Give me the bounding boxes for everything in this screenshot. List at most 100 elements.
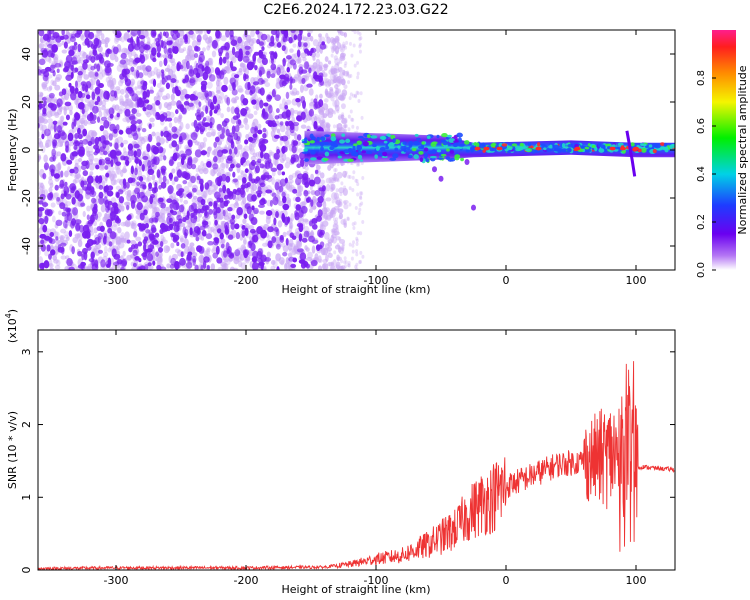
signal-dot	[159, 240, 164, 248]
noise-dot	[288, 248, 295, 253]
signal-dot	[257, 129, 263, 135]
signal-dot	[125, 181, 130, 189]
noise-dot	[105, 213, 112, 219]
noise-dot	[355, 236, 359, 241]
signal-dot	[166, 132, 172, 142]
signal-dot	[153, 186, 159, 193]
noise-dot	[290, 213, 295, 222]
signal-dot	[200, 111, 205, 118]
band-blob	[436, 134, 440, 139]
noise-dot	[133, 103, 138, 108]
signal-dot	[281, 191, 286, 198]
noise-dot	[108, 267, 114, 270]
signal-dot	[300, 111, 306, 120]
signal-dot	[256, 250, 263, 260]
noise-dot	[121, 205, 125, 212]
noise-dot	[210, 66, 215, 74]
noise-dot	[170, 64, 177, 73]
noise-dot	[335, 124, 339, 129]
noise-dot	[323, 207, 331, 213]
band-blob	[420, 144, 425, 150]
signal-dot	[168, 159, 174, 167]
signal-dot	[201, 229, 207, 237]
noise-dot	[333, 110, 337, 115]
signal-dot	[54, 184, 59, 191]
noise-dot	[96, 30, 101, 34]
signal-dot	[275, 30, 280, 39]
noise-dot	[46, 228, 52, 233]
noise-dot	[205, 115, 210, 122]
noise-dot	[215, 89, 221, 94]
signal-dot	[252, 256, 259, 263]
signal-dot	[253, 51, 260, 56]
signal-dot	[66, 208, 71, 217]
signal-dot	[314, 101, 322, 109]
streak-dot	[240, 184, 245, 190]
noise-dot	[338, 236, 342, 241]
signal-dot	[256, 226, 264, 235]
colorbar-tick-label: 0.4	[696, 166, 707, 182]
noise-dot	[135, 236, 142, 242]
signal-dot	[117, 189, 124, 195]
noise-dot	[336, 127, 340, 132]
signal-dot	[216, 123, 223, 132]
noise-dot	[126, 189, 132, 198]
signal-dot	[248, 240, 253, 249]
noise-dot	[295, 191, 302, 197]
signal-dot	[38, 200, 44, 205]
streak-dot	[168, 223, 174, 229]
noise-dot	[74, 172, 81, 179]
noise-dot	[178, 48, 185, 54]
signal-dot	[222, 56, 227, 64]
signal-dot	[292, 257, 298, 263]
noise-dot	[318, 61, 323, 69]
signal-dot	[301, 77, 306, 85]
noise-dot	[327, 108, 334, 113]
signal-dot	[270, 58, 275, 64]
signal-dot	[51, 148, 56, 157]
band-blob	[394, 147, 399, 151]
noise-dot	[351, 124, 355, 129]
noise-dot	[171, 73, 177, 79]
noise-dot	[334, 104, 338, 109]
band-blob	[411, 147, 417, 152]
signal-dot	[160, 165, 167, 172]
signal-dot	[281, 145, 286, 154]
signal-dot	[152, 260, 156, 266]
band-blob	[353, 143, 358, 146]
noise-dot	[242, 196, 247, 205]
signal-dot	[90, 251, 96, 259]
noise-dot	[137, 170, 143, 178]
noise-dot	[160, 208, 166, 216]
noise-dot	[176, 183, 182, 189]
signal-dot	[148, 217, 154, 224]
noise-dot	[302, 36, 308, 42]
noise-dot	[351, 243, 355, 248]
noise-dot	[332, 228, 336, 233]
band-blob	[460, 157, 465, 162]
band-blob	[407, 154, 413, 159]
noise-dot	[361, 175, 365, 180]
noise-dot	[197, 213, 202, 218]
noise-dot	[98, 165, 105, 171]
signal-dot	[290, 263, 297, 269]
noise-dot	[250, 155, 257, 161]
noise-dot	[285, 129, 289, 138]
signal-dot	[183, 101, 190, 106]
signal-dot	[248, 136, 254, 142]
signal-dot	[274, 181, 280, 191]
noise-dot	[45, 56, 52, 62]
noise-dot	[145, 53, 150, 60]
noise-dot	[234, 197, 239, 203]
noise-dot	[280, 242, 286, 248]
band-blob	[381, 155, 388, 159]
signal-dot	[131, 108, 138, 115]
noise-dot	[330, 234, 334, 244]
signal-dot	[60, 170, 64, 178]
noise-dot	[348, 242, 352, 247]
signal-dot	[171, 199, 178, 205]
noise-dot	[93, 157, 100, 163]
signal-dot	[38, 208, 43, 218]
signal-dot	[214, 67, 221, 76]
streak-dot	[202, 205, 207, 211]
